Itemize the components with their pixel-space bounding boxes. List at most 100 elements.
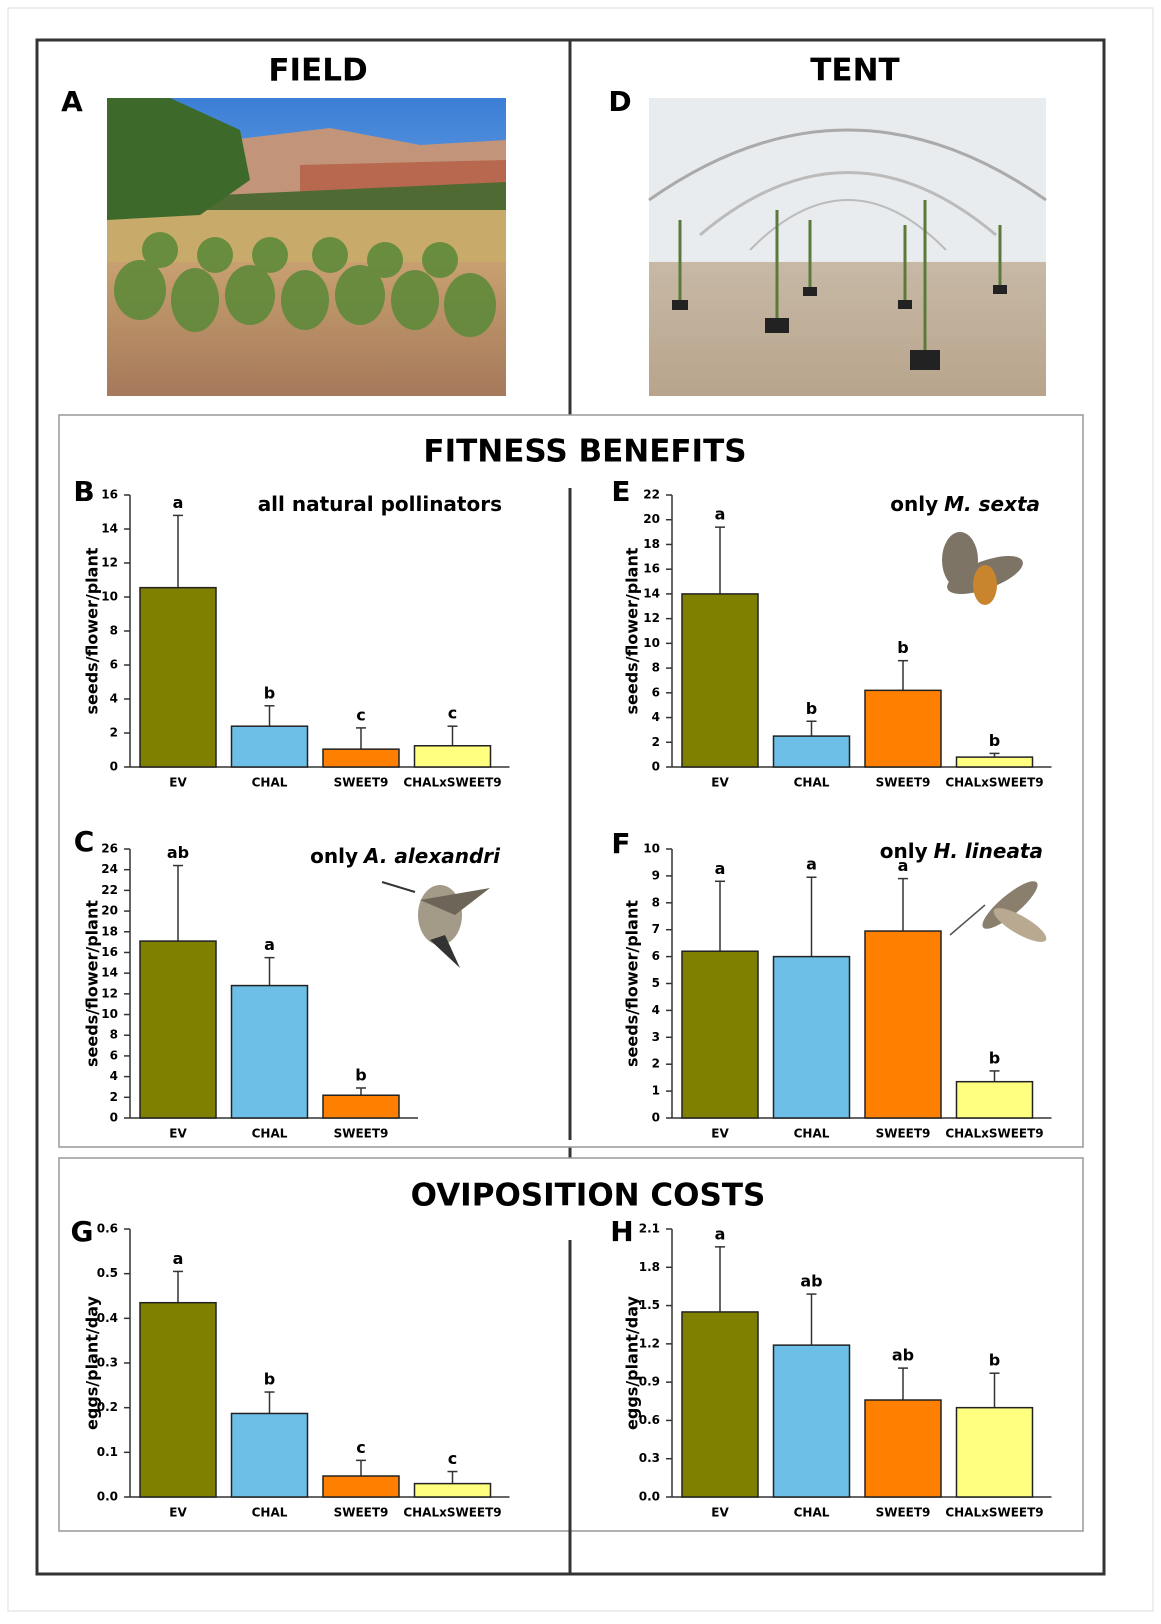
x-tick-label: EV — [711, 776, 729, 790]
bar — [957, 757, 1033, 767]
y-tick-label: 12 — [643, 611, 660, 625]
y-tick-label: 4 — [652, 710, 660, 724]
bar — [682, 594, 758, 767]
subtitle: all natural pollinators — [258, 492, 502, 516]
significance-letter: ab — [800, 1272, 822, 1291]
significance-letter: a — [898, 856, 909, 875]
bar — [774, 736, 850, 767]
y-tick-label: 14 — [101, 522, 118, 536]
y-tick-label: 6 — [652, 949, 660, 963]
bar — [865, 931, 941, 1118]
section-title: OVIPOSITION COSTS — [411, 1178, 766, 1214]
bar — [140, 1303, 216, 1497]
y-tick-label: 0 — [652, 760, 660, 774]
significance-letter: ab — [167, 843, 189, 862]
y-tick-label: 0.0 — [639, 1490, 660, 1504]
significance-letter: a — [173, 493, 184, 512]
y-tick-label: 0.0 — [97, 1490, 118, 1504]
y-tick-label: 0.6 — [639, 1413, 660, 1427]
y-axis-label: seeds/flower/plant — [623, 900, 642, 1067]
x-tick-label: CHALxSWEET9 — [403, 776, 501, 790]
significance-letter: b — [989, 731, 1000, 750]
y-tick-label: 0.3 — [639, 1451, 660, 1465]
x-tick-label: CHAL — [252, 1127, 288, 1141]
x-tick-label: CHALxSWEET9 — [945, 1506, 1043, 1520]
x-tick-label: EV — [711, 1506, 729, 1520]
y-tick-label: 6 — [652, 685, 660, 699]
bar — [232, 986, 308, 1118]
bar — [415, 746, 491, 767]
y-tick-label: 10 — [643, 636, 660, 650]
bar — [957, 1408, 1033, 1497]
y-tick-label: 0.1 — [97, 1445, 118, 1459]
y-tick-label: 8 — [652, 661, 660, 675]
significance-letter: b — [989, 1351, 1000, 1370]
bar — [323, 1476, 399, 1497]
panel-letter: D — [608, 85, 631, 118]
x-tick-label: EV — [169, 1127, 187, 1141]
y-tick-label: 8 — [110, 624, 118, 638]
significance-letter: a — [715, 505, 726, 524]
x-tick-label: CHALxSWEET9 — [945, 1127, 1043, 1141]
x-tick-label: EV — [169, 776, 187, 790]
y-axis-label: seeds/flower/plant — [83, 547, 102, 714]
y-tick-label: 9 — [652, 868, 660, 882]
field-photo — [107, 98, 506, 396]
section-title: FITNESS BENEFITS — [423, 434, 746, 470]
significance-letter: b — [897, 638, 908, 657]
significance-letter: a — [715, 859, 726, 878]
y-tick-label: 14 — [643, 586, 660, 600]
y-tick-label: 1.2 — [639, 1336, 660, 1350]
panel-letter: G — [71, 1215, 94, 1248]
y-tick-label: 12 — [101, 986, 118, 1000]
bar — [323, 749, 399, 767]
y-tick-label: 2 — [110, 1090, 118, 1104]
x-tick-label: SWEET9 — [876, 776, 931, 790]
y-tick-label: 22 — [101, 883, 118, 897]
species-name: H. lineata — [934, 839, 1043, 863]
y-tick-label: 8 — [652, 895, 660, 909]
x-tick-label: CHAL — [252, 1506, 288, 1520]
y-tick-label: 2 — [110, 726, 118, 740]
y-tick-label: 6 — [110, 1048, 118, 1062]
species-name: M. sexta — [944, 492, 1040, 516]
significance-letter: b — [264, 683, 275, 702]
species-name: A. alexandri — [362, 844, 501, 868]
bar — [774, 957, 850, 1118]
subtitle: onlyM. sexta — [890, 492, 1040, 516]
panel-letter: E — [611, 475, 630, 508]
significance-letter: b — [806, 699, 817, 718]
bar — [232, 726, 308, 767]
y-tick-label: 0 — [110, 1111, 118, 1125]
x-tick-label: CHALxSWEET9 — [945, 776, 1043, 790]
panel-letter: H — [610, 1215, 633, 1248]
y-tick-label: 6 — [110, 658, 118, 672]
x-tick-label: CHALxSWEET9 — [403, 1506, 501, 1520]
y-tick-label: 0.6 — [97, 1222, 118, 1236]
y-axis-label: eggs/plant/day — [623, 1295, 642, 1430]
y-tick-label: 5 — [652, 976, 660, 990]
y-tick-label: 4 — [110, 1069, 118, 1083]
x-tick-label: EV — [169, 1506, 187, 1520]
significance-letter: ab — [892, 1346, 914, 1365]
panel-letter: F — [611, 827, 630, 860]
significance-letter: c — [356, 1438, 365, 1457]
x-tick-label: CHAL — [794, 776, 830, 790]
y-tick-label: 0 — [110, 760, 118, 774]
bar — [682, 951, 758, 1118]
x-tick-label: CHAL — [252, 776, 288, 790]
y-tick-label: 10 — [643, 842, 660, 856]
panel-letter: A — [61, 85, 83, 118]
y-tick-label: 2.1 — [639, 1222, 660, 1236]
significance-letter: c — [356, 705, 365, 724]
bar — [957, 1082, 1033, 1118]
y-tick-label: 16 — [643, 562, 660, 576]
panel-letter: C — [74, 825, 95, 858]
tent-photo — [649, 98, 1046, 396]
y-tick-label: 0.5 — [97, 1266, 118, 1280]
y-tick-label: 18 — [101, 924, 118, 938]
tent-title: TENT — [810, 53, 899, 89]
y-tick-label: 16 — [101, 945, 118, 959]
y-tick-label: 26 — [101, 842, 118, 856]
